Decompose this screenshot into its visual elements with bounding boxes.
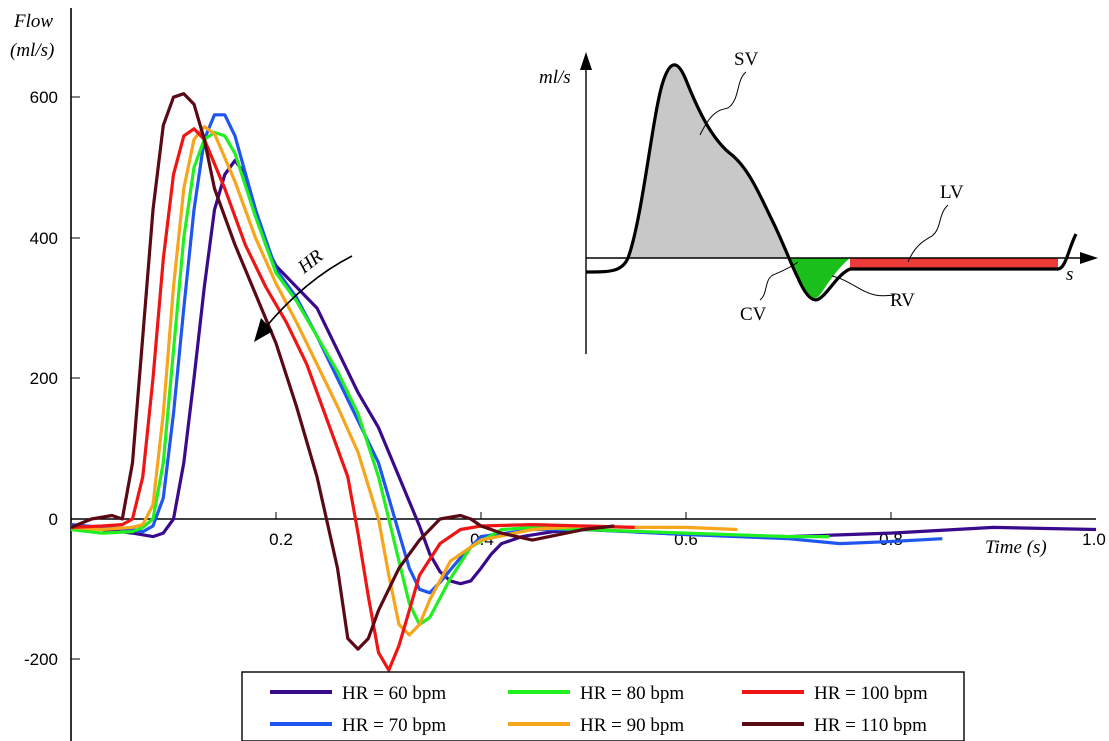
hr-arrow-curve bbox=[264, 255, 353, 329]
legend-label: HR = 80 bpm bbox=[580, 683, 684, 704]
inset-y-label: ml/s bbox=[539, 67, 571, 88]
cv-label: CV bbox=[740, 304, 767, 325]
series-group bbox=[70, 92, 1097, 672]
inset-y-arrow-icon bbox=[580, 52, 592, 70]
legend-label: HR = 70 bpm bbox=[342, 715, 446, 736]
sv-leader bbox=[699, 71, 747, 136]
inset-x-label: s bbox=[1066, 264, 1073, 285]
lv-leader bbox=[907, 204, 949, 263]
x-tick-label: 1.0 bbox=[1082, 530, 1106, 549]
cv-leader bbox=[759, 261, 799, 301]
y-tick-label: -200 bbox=[24, 650, 58, 669]
y-ticks: 600 400 200 0 -200 bbox=[24, 88, 80, 669]
y-axis-label-line2: (ml/s) bbox=[10, 40, 54, 61]
rv-label: RV bbox=[890, 290, 915, 311]
x-axis-label: Time (s) bbox=[985, 537, 1047, 558]
sv-label: SV bbox=[734, 49, 759, 70]
inset-x-arrow-icon bbox=[1080, 252, 1098, 264]
series-line-1 bbox=[70, 113, 943, 595]
legend-label: HR = 100 bpm bbox=[814, 683, 928, 704]
series-line-2 bbox=[70, 130, 830, 627]
lv-area bbox=[850, 258, 1058, 269]
x-tick-label: 0.2 bbox=[269, 530, 293, 549]
hr-arrow-head-icon bbox=[254, 318, 273, 342]
legend-label: HR = 90 bpm bbox=[580, 715, 684, 736]
series-line-5 bbox=[70, 92, 615, 651]
legend-box bbox=[241, 671, 965, 741]
series-line-3 bbox=[70, 125, 738, 637]
sv-area bbox=[628, 64, 789, 259]
legend: HR = 60 bpm HR = 80 bpm HR = 100 bpm HR = 7… bbox=[241, 671, 965, 741]
y-tick-label: 600 bbox=[30, 88, 58, 107]
series-line-4 bbox=[70, 127, 635, 672]
legend-label: HR = 110 bpm bbox=[814, 715, 927, 736]
inset-diagram: ml/s s SV LV CV RV bbox=[539, 49, 1098, 354]
y-tick-label: 400 bbox=[30, 229, 58, 248]
y-tick-label: 200 bbox=[30, 369, 58, 388]
y-tick-label: 0 bbox=[49, 510, 58, 529]
legend-label: HR = 60 bpm bbox=[342, 683, 446, 704]
lv-label: LV bbox=[940, 182, 964, 203]
inset-flow-curve bbox=[585, 63, 1078, 302]
x-ticks: 0.2 0.4 0.6 0.8 1.0 bbox=[269, 512, 1106, 549]
rv-leader bbox=[831, 275, 896, 297]
series-line-0 bbox=[70, 158, 1097, 586]
y-axis-label-line1: Flow bbox=[13, 11, 53, 32]
